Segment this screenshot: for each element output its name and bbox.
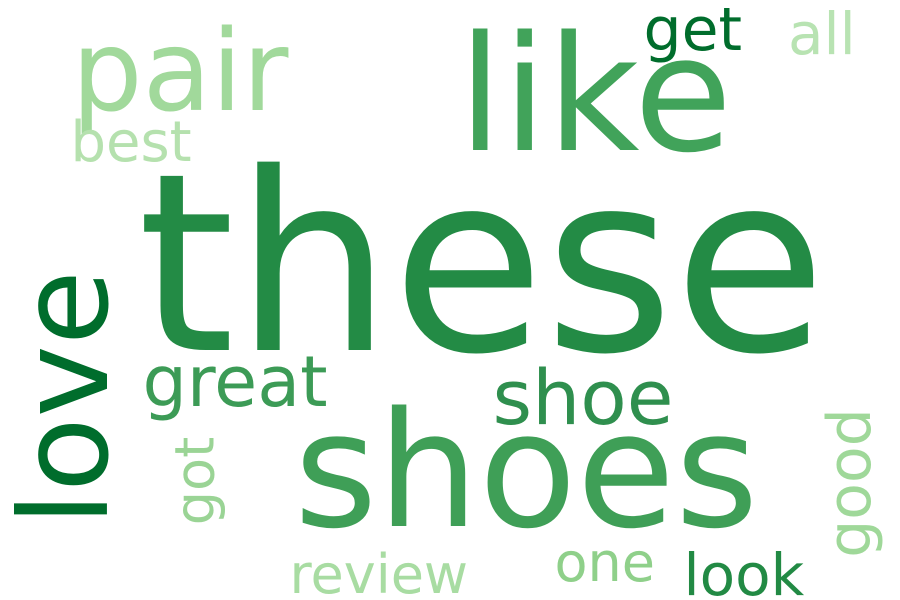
word-look: look	[683, 541, 805, 600]
word-one: one	[554, 531, 656, 594]
word-review: review	[289, 543, 469, 600]
word-best: best	[70, 110, 192, 175]
word-great: great	[142, 341, 328, 423]
word-get: get	[643, 0, 743, 65]
word-shoe: shoe	[492, 353, 674, 442]
word-like: like	[458, 1, 733, 188]
word-good: good	[814, 408, 885, 558]
word-all: all	[788, 0, 856, 68]
word-pair: pair	[71, 7, 289, 137]
word-got: got	[162, 436, 226, 526]
word-shoes: shoes	[294, 377, 759, 564]
word-these: these	[137, 121, 827, 409]
word-love: love	[0, 270, 136, 526]
